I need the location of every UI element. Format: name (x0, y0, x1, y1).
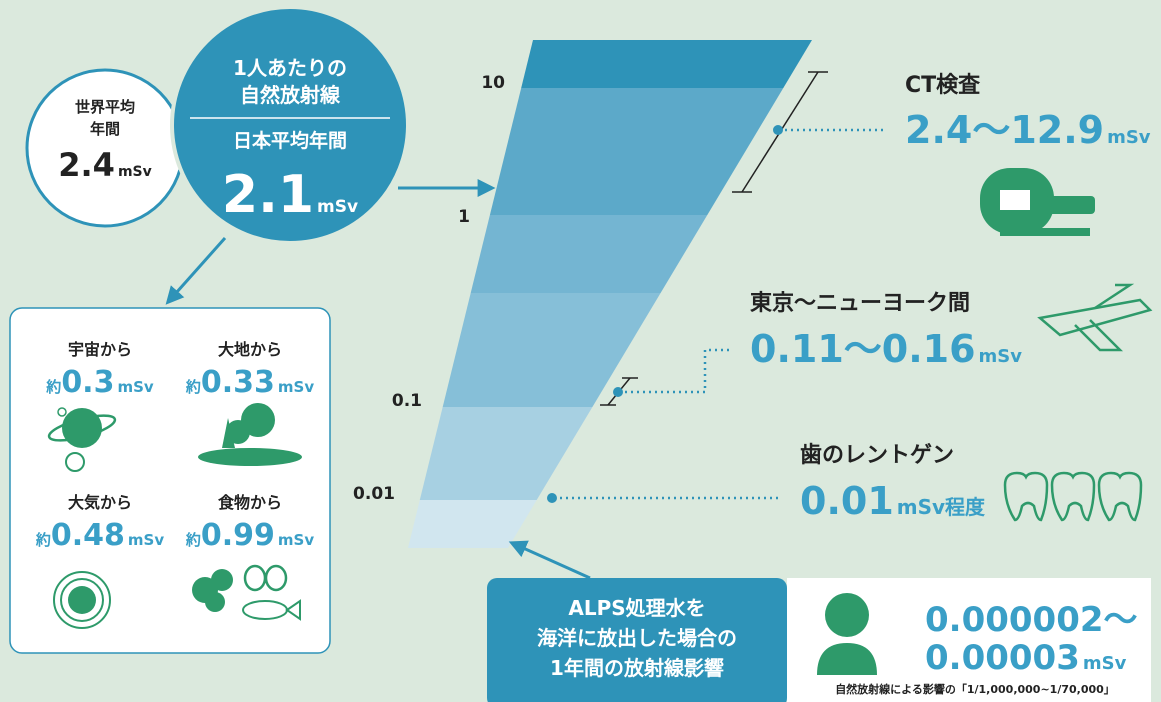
infographic: 10 1 0.1 0.01 世界平均 年間 2.4mSv 1人あたりの 自然放射… (0, 0, 1161, 702)
arrow (168, 238, 225, 302)
alps-label: 1年間の放射線影響 (550, 656, 724, 680)
japan-label: 日本平均年間 (233, 129, 347, 152)
example-label: 東京〜ニューヨーク間 (750, 291, 970, 316)
scale-label: 10 (481, 73, 505, 93)
alps-label: 海洋に放出した場合の (537, 626, 737, 650)
teeth-icon (1005, 473, 1141, 520)
world-label: 年間 (90, 120, 120, 138)
japan-label: 1人あたりの (233, 56, 347, 80)
scale-label: 0.1 (392, 391, 422, 411)
example-label: 歯のレントゲン (800, 442, 954, 468)
example-label: CT検査 (905, 73, 981, 98)
ct-icon (980, 168, 1095, 236)
source-label: 大地から (218, 340, 282, 359)
scale-label: 1 (458, 207, 470, 227)
scale-label: 0.01 (353, 484, 395, 504)
plane-icon (1040, 285, 1150, 350)
alps-note: 自然放射線による影響の「1/1,000,000~1/70,000」 (835, 682, 1115, 696)
arrow (512, 543, 590, 578)
sources-panel (10, 308, 330, 653)
source-label: 大気から (68, 493, 132, 512)
japan-label: 自然放射線 (240, 83, 341, 107)
source-label: 宇宙から (68, 340, 132, 359)
source-label: 食物から (217, 493, 282, 512)
page: {"world": {"lines": ["世界平均", "年間"], "val… (0, 0, 1161, 702)
world-label: 世界平均 (75, 98, 135, 116)
alps-value: 0.000002〜 (925, 600, 1138, 640)
alps-label: ALPS処理水を (568, 596, 705, 620)
